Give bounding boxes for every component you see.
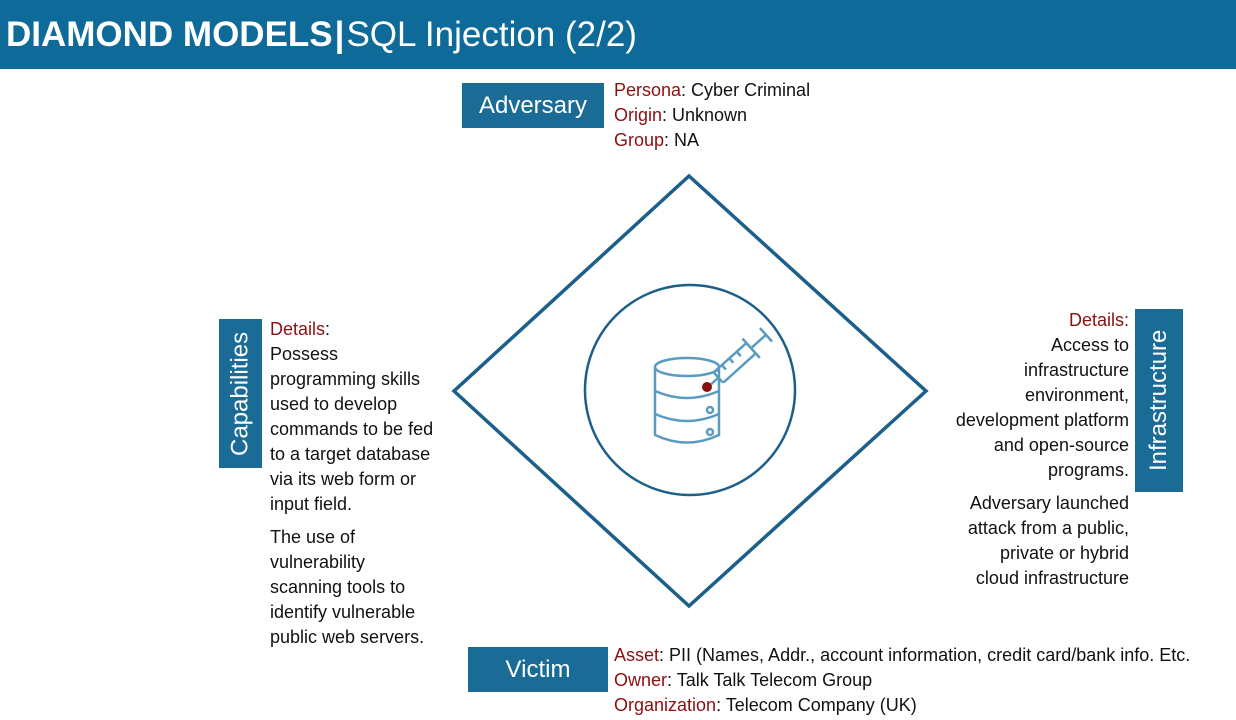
- adversary-label: Adversary: [462, 83, 604, 128]
- infrastructure-paragraph-1: Access to infrastructure environment, de…: [955, 335, 1129, 480]
- asset-value: : PII (Names, Addr., account information…: [659, 645, 1191, 665]
- capabilities-label: Capabilities: [219, 319, 262, 468]
- persona-row: Persona: Cyber Criminal: [614, 78, 914, 103]
- persona-value: : Cyber Criminal: [681, 80, 811, 100]
- capabilities-label-text: Capabilities: [226, 331, 254, 456]
- capabilities-details-colon: :: [325, 319, 331, 339]
- organization-value: : Telecom Company (UK): [716, 695, 917, 715]
- capabilities-details-key: Details: [270, 319, 326, 339]
- adversary-details: Persona: Cyber Criminal Origin: Unknown …: [614, 78, 914, 153]
- victim-details: Asset: PII (Names, Addr., account inform…: [614, 643, 1236, 718]
- infrastructure-label-text: Infrastructure: [1145, 329, 1172, 472]
- owner-key: Owner: [614, 670, 668, 690]
- organization-key: Organization: [614, 695, 717, 715]
- victim-label: Victim: [468, 647, 608, 692]
- owner-row: Owner: Talk Talk Telecom Group: [614, 668, 1236, 693]
- infrastructure-details-colon: :: [1123, 310, 1129, 330]
- adversary-label-text: Adversary: [478, 91, 588, 119]
- capabilities-paragraph-1: Possess programming skills used to devel…: [270, 344, 434, 514]
- persona-key: Persona: [614, 80, 682, 100]
- capabilities-details: Details: Possess programming skills used…: [270, 317, 442, 658]
- infrastructure-details: Details: Access to infrastructure enviro…: [955, 308, 1129, 599]
- title-main: DIAMOND MODELS: [6, 15, 333, 54]
- origin-value: : Unknown: [662, 105, 748, 125]
- capabilities-paragraph-2: The use of vulnerability scanning tools …: [270, 527, 425, 647]
- center-circle: [583, 283, 797, 497]
- group-key: Group: [614, 130, 665, 150]
- origin-row: Origin: Unknown: [614, 103, 914, 128]
- owner-value: : Talk Talk Telecom Group: [667, 670, 873, 690]
- infrastructure-paragraph-2: Adversary launched attack from a public,…: [967, 493, 1129, 588]
- title-separator: |: [334, 15, 345, 54]
- infrastructure-details-key: Details: [1068, 310, 1124, 330]
- group-row: Group: NA: [614, 128, 914, 153]
- title-subtitle: SQL Injection (2/2): [346, 15, 637, 54]
- asset-row: Asset: PII (Names, Addr., account inform…: [614, 643, 1236, 668]
- title-bar: DIAMOND MODELS | SQL Injection (2/2): [0, 0, 1236, 69]
- organization-row: Organization: Telecom Company (UK): [614, 693, 1236, 718]
- origin-key: Origin: [614, 105, 663, 125]
- victim-label-text: Victim: [505, 655, 571, 683]
- group-value: : NA: [664, 130, 700, 150]
- infrastructure-label: Infrastructure: [1135, 309, 1183, 492]
- asset-key: Asset: [614, 645, 660, 665]
- database-syringe-icon: [653, 327, 773, 444]
- diamond-shape: [451, 173, 929, 609]
